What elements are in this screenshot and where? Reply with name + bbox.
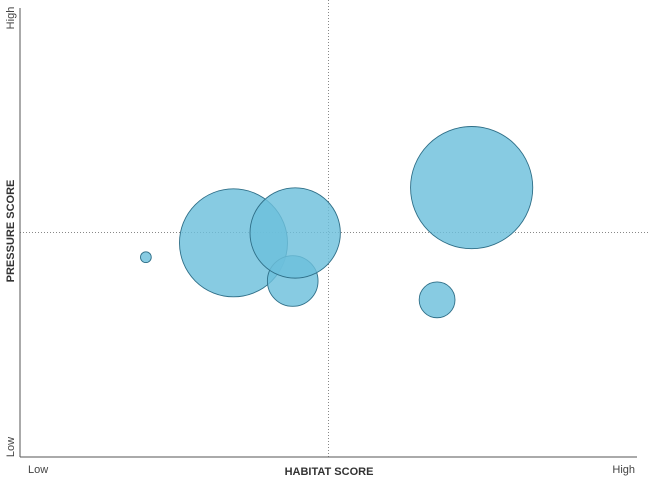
bubble-point [140,251,152,264]
x-tick-label-low: Low [28,464,48,476]
y-tick-label-low: Low [5,437,17,457]
x-tick-label-high: High [612,464,635,476]
bubble-point [418,281,456,319]
axis-labels: Low High HABITAT SCORE Low High PRESSURE… [5,7,635,478]
y-tick-label-high: High [5,7,17,30]
bubble-point [249,187,341,279]
axes [19,8,637,458]
y-axis-title: PRESSURE SCORE [5,180,17,283]
bubble-series [140,126,534,319]
bubble-point [410,126,534,250]
x-axis-title: HABITAT SCORE [285,466,374,478]
